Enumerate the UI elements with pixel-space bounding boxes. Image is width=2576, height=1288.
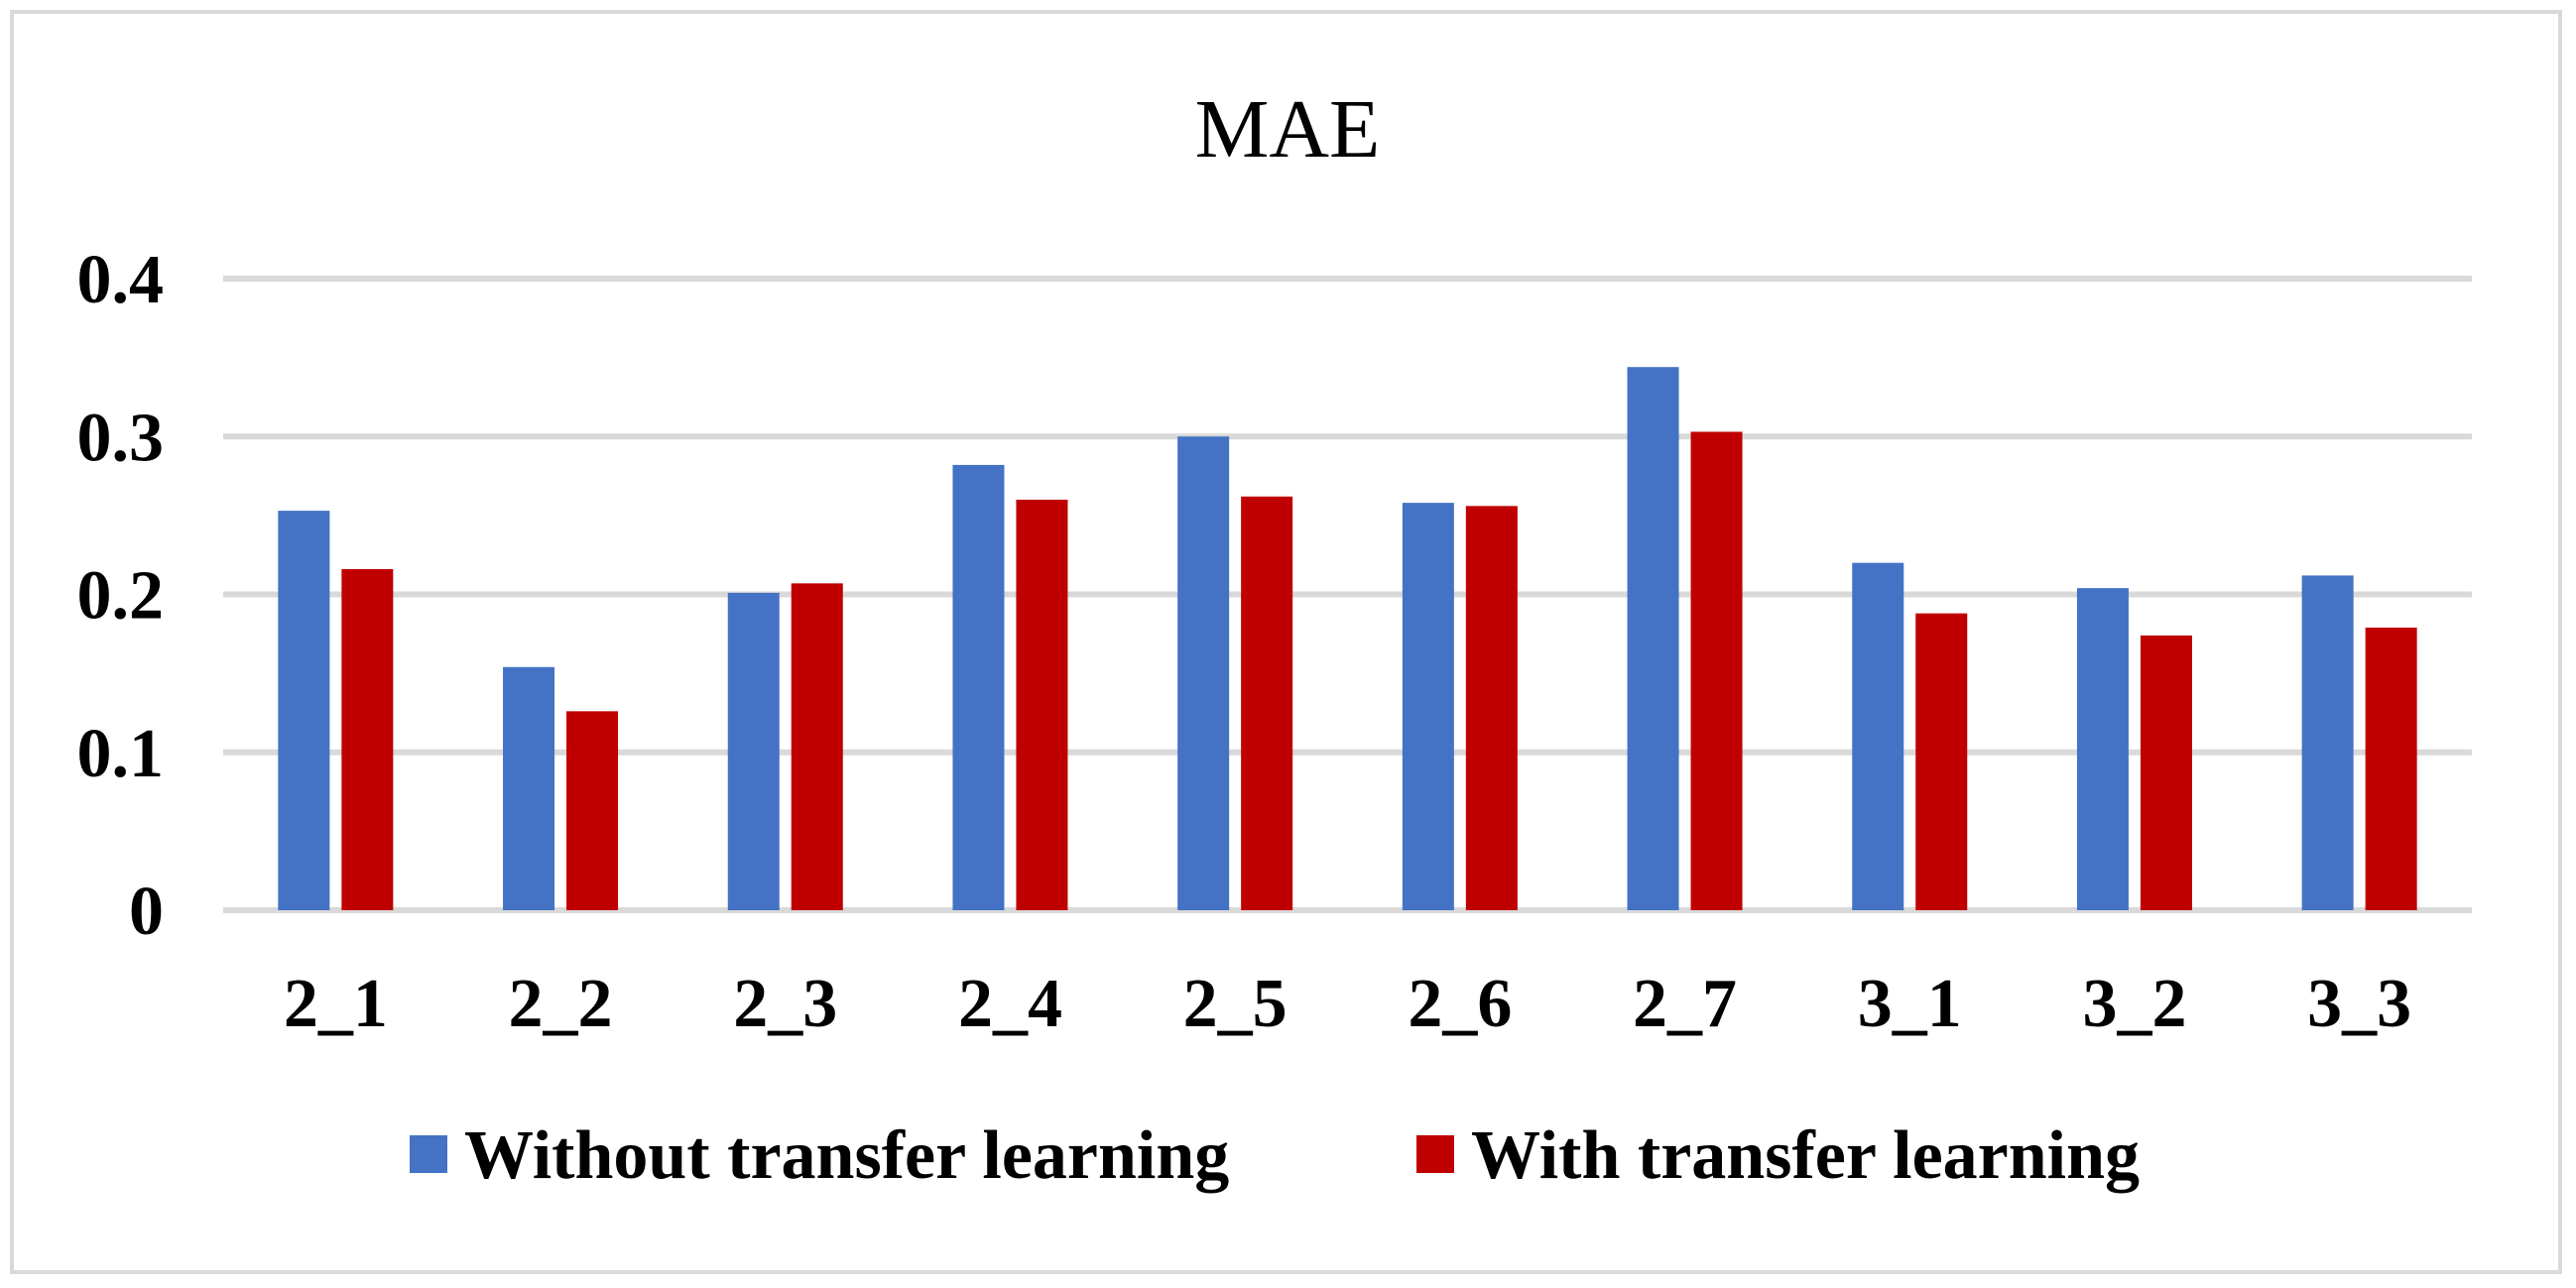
bar-with-3_1 (1915, 613, 1968, 910)
y-axis-ticks: 0 0.1 0.2 0.3 0.4 (77, 242, 165, 950)
bar-without-2_6 (1402, 503, 1454, 910)
bar-with-3_3 (2365, 627, 2417, 910)
chart-title: MAE (1195, 83, 1381, 176)
x-tick-label: 2_5 (1183, 966, 1288, 1042)
x-tick-label: 2_7 (1633, 966, 1737, 1042)
bar-with-2_2 (566, 711, 619, 910)
bar-with-2_5 (1241, 496, 1293, 910)
bars (278, 367, 2417, 910)
bar-with-2_1 (341, 569, 394, 910)
y-tick-label: 0.4 (77, 242, 165, 318)
legend-swatch (1416, 1135, 1454, 1173)
x-tick-label: 3_3 (2307, 966, 2411, 1042)
bar-without-3_3 (2301, 575, 2354, 910)
bar-without-2_1 (278, 511, 330, 910)
bar-without-2_5 (1177, 436, 1230, 910)
legend: Without transfer learning With transfer l… (410, 1117, 2140, 1194)
gridlines (223, 276, 2472, 913)
legend-label: Without transfer learning (464, 1117, 1229, 1194)
x-tick-label: 2_3 (733, 966, 837, 1042)
bar-without-2_2 (503, 666, 555, 910)
y-tick-label: 0.3 (77, 400, 165, 476)
bar-without-3_1 (1852, 562, 1904, 910)
x-axis-ticks: 2_1 2_2 2_3 2_4 2_5 2_6 2_7 3_1 3_2 3_3 (284, 966, 2411, 1042)
bar-with-2_3 (791, 583, 843, 910)
bar-without-2_4 (952, 464, 1005, 910)
bar-with-2_6 (1465, 506, 1518, 910)
bar-without-2_7 (1627, 367, 1679, 910)
bar-without-3_2 (2076, 588, 2129, 910)
bar-with-2_4 (1016, 499, 1068, 910)
x-tick-label: 2_6 (1408, 966, 1512, 1042)
x-tick-label: 2_2 (509, 966, 613, 1042)
x-tick-label: 3_1 (1858, 966, 1962, 1042)
y-tick-label: 0.1 (77, 716, 165, 792)
legend-label: With transfer learning (1471, 1117, 2140, 1194)
bar-with-2_7 (1690, 431, 1743, 910)
x-tick-label: 2_4 (958, 966, 1062, 1042)
y-tick-label: 0.2 (77, 558, 165, 635)
x-tick-label: 3_2 (2082, 966, 2186, 1042)
y-tick-label: 0 (129, 874, 164, 950)
x-tick-label: 2_1 (284, 966, 388, 1042)
legend-swatch (410, 1135, 447, 1173)
bar-without-2_3 (727, 592, 780, 910)
bar-with-3_2 (2140, 635, 2192, 910)
